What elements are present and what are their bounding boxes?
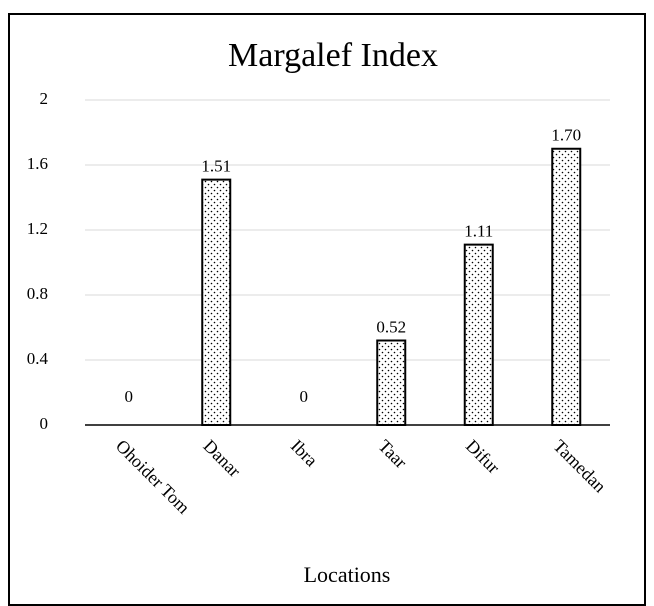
- chart-title: Margalef Index: [228, 37, 438, 74]
- value-label: 0: [300, 387, 309, 406]
- value-label: 1.70: [551, 126, 581, 145]
- y-tick-label: 2: [40, 89, 49, 108]
- chart-border: [8, 13, 646, 606]
- value-label: 1.11: [464, 222, 493, 241]
- x-axis-label: Locations: [304, 562, 391, 587]
- y-tick-label: 1.2: [27, 219, 48, 238]
- y-tick-label: 0: [40, 414, 49, 433]
- y-tick-label: 0.8: [27, 284, 48, 303]
- value-label: 1.51: [201, 157, 231, 176]
- value-label: 0.52: [376, 317, 406, 336]
- bar: [201, 178, 232, 426]
- bar: [463, 243, 494, 426]
- value-label: 0: [125, 387, 134, 406]
- y-tick-label: 1.6: [27, 154, 48, 173]
- bar: [376, 339, 407, 426]
- y-tick-label: 0.4: [27, 349, 49, 368]
- bar: [551, 147, 582, 426]
